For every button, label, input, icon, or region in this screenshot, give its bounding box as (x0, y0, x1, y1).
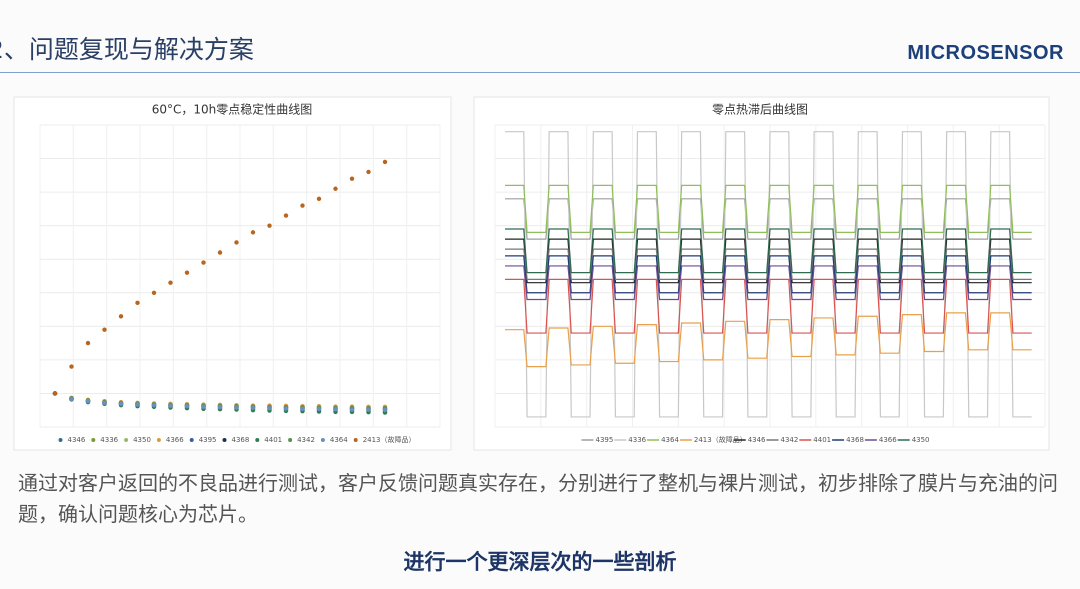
data-point (184, 403, 190, 409)
data-point (316, 196, 322, 202)
legend-marker (91, 438, 96, 442)
legend-label: 4401 (813, 436, 831, 444)
data-point (300, 406, 305, 412)
data-point (102, 400, 107, 406)
data-point (333, 407, 338, 412)
data-point (250, 230, 256, 235)
legend-label: 4342 (781, 436, 799, 444)
header-rule (0, 72, 1080, 73)
data-point (234, 240, 239, 245)
data-line (505, 265, 1032, 301)
data-point (300, 203, 305, 208)
data-point (349, 407, 355, 412)
legend-label: 2413（故障品） (363, 435, 416, 444)
data-point (85, 340, 91, 346)
data-line (505, 278, 1032, 334)
data-point (333, 186, 338, 191)
legend-label: 4368 (846, 436, 864, 444)
legend-marker (288, 438, 293, 442)
legend-label: 4336 (628, 436, 646, 444)
legend-label: 4395 (596, 436, 614, 444)
data-point (102, 327, 107, 332)
legend-marker (320, 438, 325, 442)
legend-label: 4350 (133, 436, 151, 444)
data-point (184, 270, 190, 275)
data-point (267, 223, 272, 228)
data-point (69, 364, 74, 369)
legend-marker (189, 438, 194, 442)
data-point (234, 405, 239, 410)
legend-label: 4368 (232, 436, 250, 444)
legend-marker (156, 438, 161, 442)
data-point (201, 404, 206, 410)
data-point (151, 402, 157, 408)
data-point (52, 391, 58, 396)
data-point (283, 213, 289, 218)
data-point (85, 398, 91, 404)
legend-marker (353, 438, 358, 442)
data-point (217, 250, 223, 255)
logo: MICROSENSOR (907, 42, 1064, 64)
data-point (69, 396, 74, 402)
data-point (250, 405, 256, 411)
data-point (135, 402, 140, 407)
legend-label: 4342 (297, 436, 315, 444)
data-point (382, 407, 388, 413)
data-point (168, 403, 173, 409)
legend-marker (58, 438, 63, 442)
data-line (505, 255, 1032, 294)
legend-label: 4350 (912, 436, 930, 444)
legend-label: 4366 (166, 436, 184, 444)
body-text: 通过对客户返回的不良品进行测试，客户反馈问题真实存在，分别进行了整机与裸片测试，… (18, 471, 1058, 526)
legend-label: 4336 (100, 436, 118, 444)
legend-label: 4401 (264, 436, 282, 444)
legend-label: 4364 (661, 436, 679, 444)
chart-title: 零点热滞后曲线图 (712, 103, 808, 117)
legend-label: 4364 (330, 436, 348, 444)
data-point (151, 290, 157, 295)
data-line (505, 248, 1032, 280)
highlight-text: 进行一个更深层次的一些剖析 (403, 550, 677, 574)
data-line (505, 312, 1032, 368)
legend-label: 4395 (199, 436, 217, 444)
legend-marker (222, 438, 227, 442)
data-point (366, 169, 371, 175)
data-point (366, 407, 371, 412)
legend-marker (124, 438, 129, 442)
legend-label: 4366 (879, 436, 897, 444)
data-point (168, 280, 173, 285)
legend-label: 2413（故障品） (694, 435, 747, 444)
slide-title: 2、问题复现与解决方案 (0, 35, 254, 64)
data-point (283, 406, 289, 411)
data-point (118, 314, 124, 319)
chart-panel (473, 96, 1050, 451)
data-point (267, 406, 272, 411)
chart-title: 60°C，10h零点稳定性曲线图 (152, 102, 313, 117)
legend-marker (255, 438, 260, 442)
data-point (349, 176, 355, 181)
data-point (316, 406, 322, 412)
data-line (505, 228, 1032, 274)
legend-label: 4346 (68, 436, 86, 444)
data-point (135, 300, 140, 306)
data-point (201, 260, 206, 265)
chart-panel (13, 96, 452, 451)
data-line (505, 184, 1032, 233)
legend-label: 4346 (748, 436, 766, 444)
data-point (217, 405, 223, 410)
data-point (118, 401, 124, 407)
data-point (382, 159, 388, 165)
